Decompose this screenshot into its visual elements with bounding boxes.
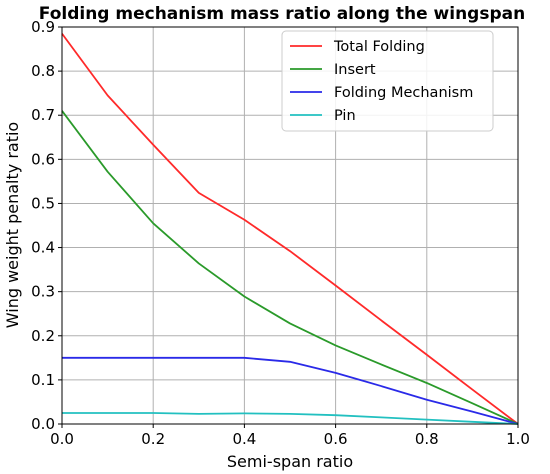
legend: Total Folding Insert Folding Mechanism Pin: [281, 30, 494, 132]
legend-label-pin: Pin: [334, 108, 356, 124]
axis-ticks: 0.0 0.2 0.4 0.6 0.8 1.0 0.0 0.1 0.2 0.3 0.4 0.5 0.6 0…: [31, 18, 530, 448]
y-tick-label: 0.7: [31, 106, 55, 124]
legend-label-total-folding: Total Folding: [333, 39, 425, 55]
series-line-total-folding: [61, 33, 519, 425]
x-tick-label: 1.0: [506, 430, 530, 448]
chart-title: Folding mechanism mass ratio along the w…: [39, 4, 525, 24]
x-tick-label: 0.2: [141, 430, 165, 448]
series-line-insert: [61, 110, 519, 425]
y-tick-label: 0.8: [31, 62, 55, 80]
series-line-pin: [62, 412, 519, 425]
series-lines: [61, 33, 519, 425]
x-tick-label: 0.4: [232, 430, 256, 448]
y-tick-label: 0.3: [31, 283, 55, 301]
y-tick-label: 0.9: [31, 18, 55, 36]
legend-label-folding-mechanism: Folding Mechanism: [334, 85, 473, 101]
y-tick-label: 0.0: [31, 415, 55, 433]
x-tick-label: 0.8: [415, 430, 439, 448]
legend-label-insert: Insert: [334, 62, 376, 78]
series-line-folding-mechanism: [62, 356, 519, 425]
y-tick-label: 0.5: [31, 194, 55, 212]
y-axis-label: Wing weight penalty ratio: [3, 122, 22, 328]
x-tick-label: 0.0: [50, 430, 74, 448]
x-tick-label: 0.6: [324, 430, 348, 448]
legend-box: [281, 30, 494, 132]
plot-frame: [61, 26, 519, 425]
y-tick-label: 0.4: [31, 239, 55, 257]
y-tick-label: 0.1: [31, 371, 55, 389]
y-tick-label: 0.6: [31, 150, 55, 168]
x-axis-label: Semi-span ratio: [227, 452, 353, 471]
y-tick-label: 0.2: [31, 327, 55, 345]
